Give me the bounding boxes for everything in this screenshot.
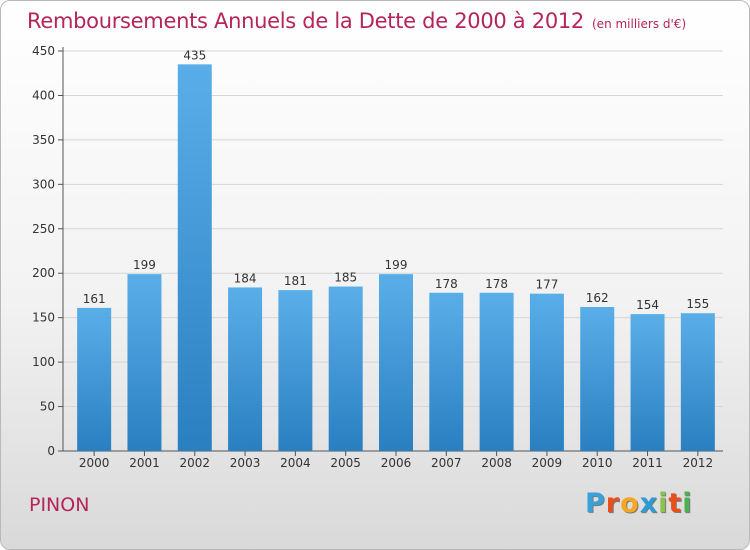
bar-2010 (580, 307, 615, 451)
data-label-2000: 161 (83, 292, 106, 306)
logo-letter: i (658, 488, 669, 519)
y-tick-label: 100 (32, 355, 55, 369)
data-label-2011: 154 (636, 298, 659, 312)
data-label-2009: 177 (535, 278, 558, 292)
x-tick-label-2004: 2004 (280, 456, 311, 470)
proxiti-logo: Proxiti (585, 488, 693, 519)
y-tick-label: 450 (32, 44, 55, 58)
x-tick-label-2006: 2006 (381, 456, 412, 470)
logo-letter: r (605, 488, 621, 519)
y-tick-label: 250 (32, 222, 55, 236)
x-tick-label-2001: 2001 (129, 456, 160, 470)
bar-2000 (77, 307, 112, 451)
data-label-2003: 184 (234, 271, 257, 285)
bar-2002 (177, 64, 212, 452)
data-label-2008: 178 (485, 277, 508, 291)
x-tick-label-2008: 2008 (481, 456, 512, 470)
bar-2006 (379, 274, 413, 451)
bar-2008 (479, 292, 514, 451)
chart-title: Remboursements Annuels de la Dette de 20… (27, 9, 686, 33)
bar-2011 (630, 314, 665, 451)
bar-2007 (429, 292, 464, 451)
y-tick-label: 50 (40, 400, 55, 414)
y-tick-label: 0 (47, 444, 55, 458)
bar-2012 (680, 313, 715, 451)
x-tick-label-2011: 2011 (632, 456, 663, 470)
x-tick-label-2005: 2005 (330, 456, 361, 470)
data-label-2007: 178 (435, 277, 458, 291)
logo-letter: P (585, 488, 606, 519)
x-tick-label-2012: 2012 (683, 456, 714, 470)
x-tick-label-2002: 2002 (179, 456, 210, 470)
x-tick-label-2009: 2009 (532, 456, 563, 470)
bar-2004 (278, 290, 313, 451)
bar-2001 (127, 274, 162, 451)
logo-letter: t (668, 488, 683, 519)
y-tick-label: 150 (32, 311, 55, 325)
logo-letter: x (639, 488, 659, 519)
data-label-2006: 199 (385, 258, 408, 272)
commune-name: PINON (29, 494, 90, 516)
labels: 0 50 100 150 200 250 300 350 400 450 161 2000 199 200… (32, 44, 713, 470)
y-tick-label: 350 (32, 133, 55, 147)
logo-letter: i (682, 488, 693, 519)
chart-title-unit: (en milliers d'€) (592, 17, 687, 31)
x-tick-label-2000: 2000 (79, 456, 110, 470)
x-tick-label-2010: 2010 (582, 456, 613, 470)
y-tick-label: 400 (32, 88, 55, 102)
data-label-2010: 162 (586, 291, 609, 305)
bar-2009 (529, 293, 564, 451)
y-tick-label: 200 (32, 266, 55, 280)
bar-2003 (228, 287, 263, 451)
bar-2005 (328, 286, 363, 451)
data-label-2012: 155 (686, 297, 709, 311)
bars (77, 64, 715, 452)
y-tick-label: 300 (32, 177, 55, 191)
x-tick-label-2007: 2007 (431, 456, 462, 470)
x-tick-label-2003: 2003 (230, 456, 261, 470)
data-label-2005: 185 (334, 271, 357, 285)
logo-letter: o (620, 488, 640, 519)
data-label-2002: 435 (183, 48, 206, 62)
data-label-2001: 199 (133, 258, 156, 272)
data-label-2004: 181 (284, 274, 307, 288)
chart-title-main: Remboursements Annuels de la Dette de 20… (27, 9, 584, 33)
